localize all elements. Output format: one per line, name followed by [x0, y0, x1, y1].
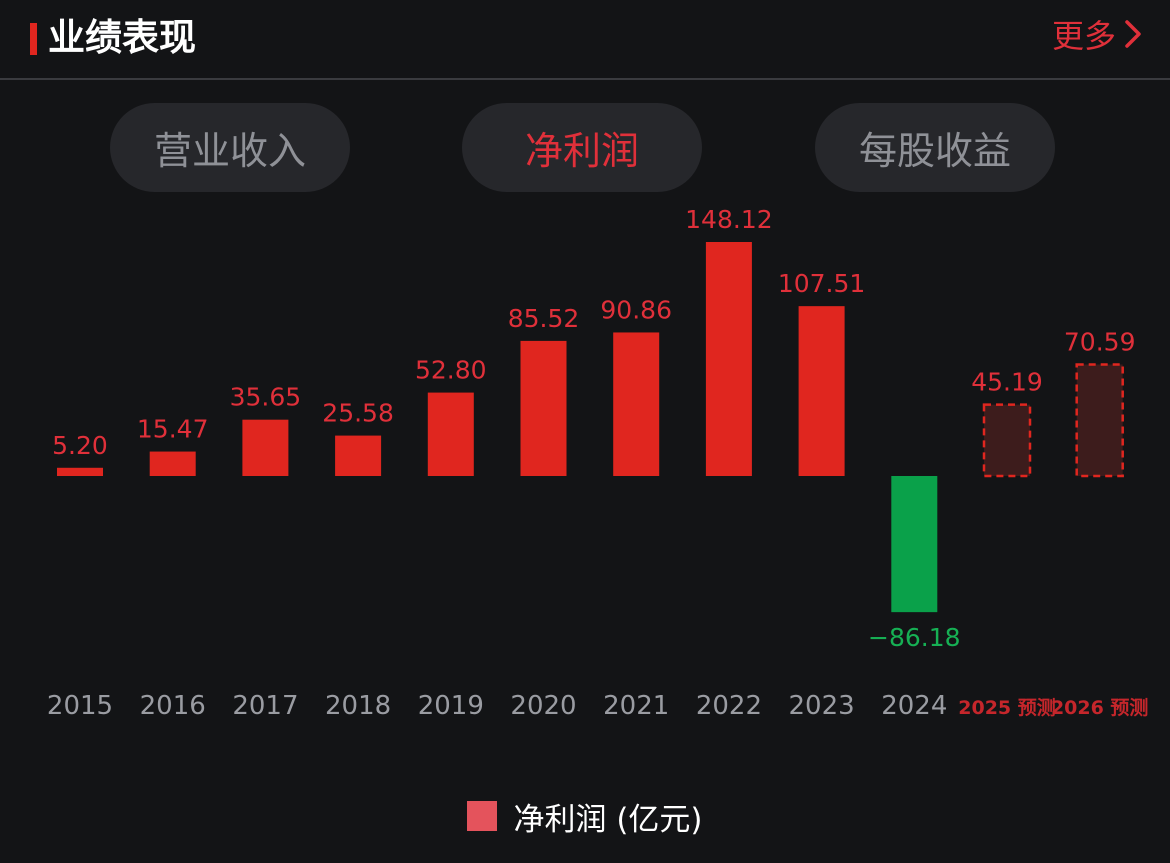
title-accent-bar — [30, 23, 37, 55]
x-axis-tick-label: 2025 预测 — [958, 697, 1056, 719]
panel-header: 业绩表现 更多 — [0, 0, 1170, 80]
bar — [242, 419, 289, 476]
x-axis-tick-label: 2016 — [140, 691, 206, 721]
x-axis-tick-label: 2019 — [418, 691, 484, 721]
bar-value-label: 5.20 — [52, 431, 108, 460]
bar-value-label: 52.80 — [415, 356, 487, 385]
bar-value-label: 25.58 — [322, 399, 394, 428]
chart-legend: 净利润 (亿元) — [0, 792, 1170, 840]
panel-title: 业绩表现 — [48, 16, 196, 59]
bar-value-label: −86.18 — [868, 623, 961, 652]
tab-revenue[interactable]: 营业收入 — [110, 103, 350, 192]
forecast-bar — [1075, 363, 1124, 478]
bar — [427, 392, 474, 476]
chevron-right-icon — [1125, 20, 1141, 48]
x-axis-tick-label: 2018 — [325, 691, 391, 721]
net-profit-bar-chart: 5.20 2015 15.47 2016 35.65 2017 25.58 2018 52.80… — [47, 205, 1149, 721]
bar-value-label: 148.12 — [685, 205, 772, 234]
bar-value-label: 85.52 — [508, 304, 580, 333]
x-axis-tick-label: 2015 — [47, 691, 113, 721]
bar — [335, 435, 382, 476]
more-link[interactable]: 更多 — [1051, 14, 1142, 55]
tab-net-profit[interactable]: 净利润 — [462, 103, 702, 192]
x-axis-tick-label: 2024 — [881, 691, 947, 721]
bar — [705, 242, 752, 476]
bar-value-label: 90.86 — [600, 295, 672, 324]
bar — [613, 332, 660, 476]
x-axis-tick-label: 2023 — [789, 691, 855, 721]
x-axis-tick-label: 2020 — [510, 691, 576, 721]
bar — [520, 340, 567, 476]
x-axis-tick-label: 2022 — [696, 691, 762, 721]
bar — [798, 306, 845, 476]
forecast-bar — [982, 403, 1032, 478]
bar — [57, 467, 103, 476]
legend-label: 净利润 (亿元) — [513, 801, 703, 838]
more-label: 更多 — [1051, 17, 1116, 55]
bar-value-label: 70.59 — [1064, 327, 1136, 356]
bar-value-label: 45.19 — [971, 368, 1043, 397]
bar — [149, 451, 196, 476]
negative-bar — [891, 476, 938, 613]
x-axis-tick-label: 2021 — [603, 691, 669, 721]
bar-value-label: 15.47 — [137, 415, 209, 444]
legend-swatch — [467, 801, 498, 831]
x-axis-tick-label: 2017 — [232, 691, 298, 721]
bar-value-label: 107.51 — [778, 269, 865, 298]
tab-eps[interactable]: 每股收益 — [815, 103, 1055, 192]
x-axis-tick-label: 2026 预测 — [1051, 697, 1149, 719]
bar-value-label: 35.65 — [230, 383, 302, 412]
